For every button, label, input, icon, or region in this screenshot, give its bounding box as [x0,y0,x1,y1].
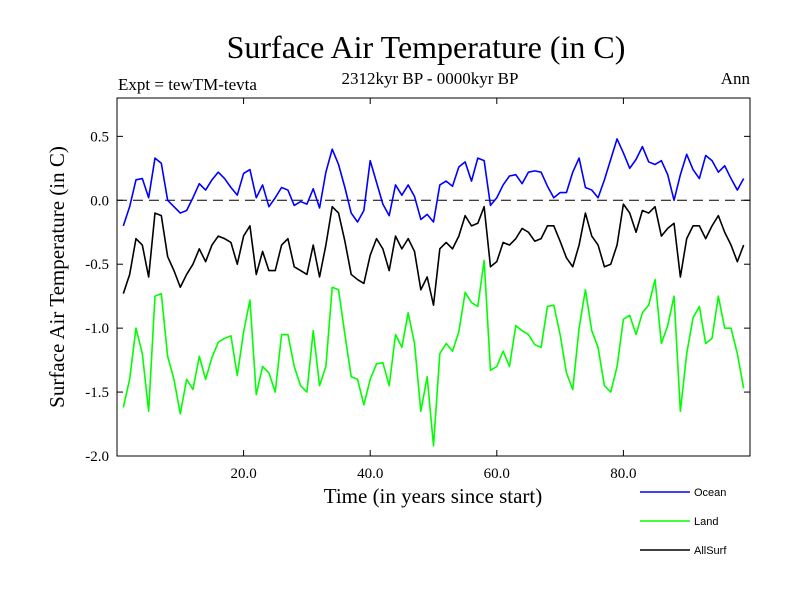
y-axis-label: Surface Air Temperature (in C) [45,146,69,408]
x-tick-label: 40.0 [357,466,383,482]
axis-ticks: -2.0 -1.5 -1.0 -0.5 0.0 0.5 20.0 40.0 60.0 80.0 [85,98,750,482]
legend: Ocean Land AllSurf [640,487,727,557]
series-lines [122,138,745,447]
series-line-allsurf [122,203,745,306]
x-tick-label: 20.0 [230,466,256,482]
y-tick-label: 0.5 [90,129,109,145]
y-tick-label: 0.0 [90,193,109,209]
period-label: Ann [721,69,751,88]
series-line-ocean [122,138,745,227]
y-tick-label: -1.5 [85,385,109,401]
plot-area: -2.0 -1.5 -1.0 -0.5 0.0 0.5 20.0 40.0 60.0 80.0 [85,97,751,482]
chart-subtitle: 2312kyr BP - 0000kyr BP [342,69,519,88]
experiment-label: Expt = tewTM-tevta [118,75,257,94]
x-axis-label: Time (in years since start) [324,484,543,508]
legend-label-land: Land [694,516,718,528]
y-tick-label: -1.0 [85,321,109,337]
y-tick-label: -0.5 [85,257,109,273]
x-tick-label: 60.0 [484,466,510,482]
x-tick-label: 80.0 [610,466,636,482]
legend-label-allsurf: AllSurf [694,545,727,557]
chart-title: Surface Air Temperature (in C) [227,29,626,65]
plot-frame [116,97,751,457]
series-line-land [122,259,745,447]
legend-label-ocean: Ocean [694,487,726,499]
y-tick-label: -2.0 [85,449,109,465]
